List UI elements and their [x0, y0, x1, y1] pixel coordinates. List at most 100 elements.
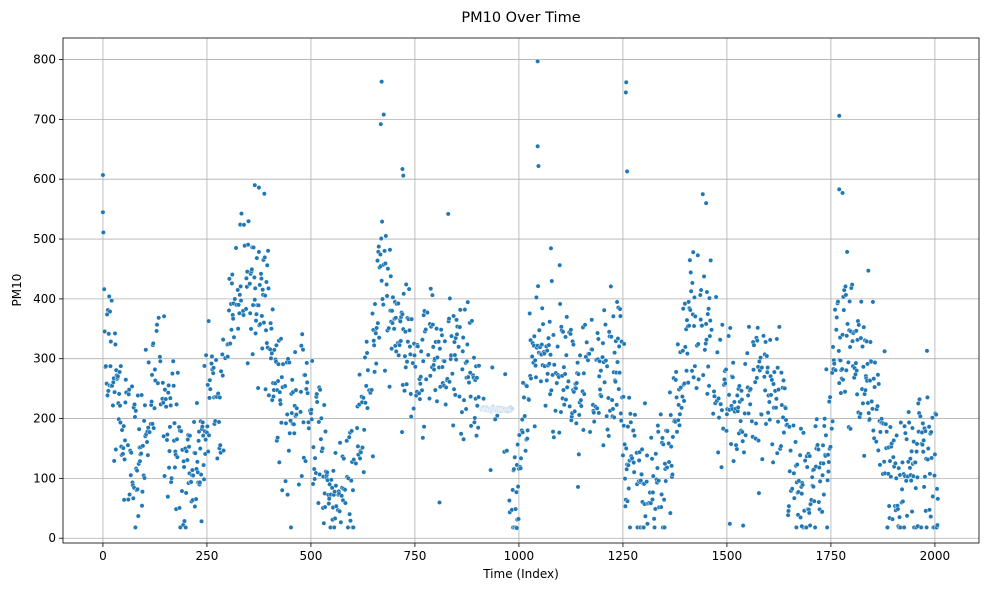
data-point [604, 413, 610, 419]
data-point [645, 521, 650, 527]
data-point [197, 479, 203, 485]
data-point [283, 478, 288, 484]
data-point [907, 456, 913, 462]
data-point [245, 360, 251, 366]
data-point [174, 436, 180, 442]
data-point [257, 282, 263, 288]
data-point [704, 337, 709, 343]
data-point [623, 446, 629, 451]
data-point [141, 418, 147, 424]
data-point [363, 383, 369, 389]
data-point [218, 368, 224, 374]
data-point [115, 373, 121, 379]
data-point [865, 361, 870, 367]
data-point [890, 454, 896, 460]
data-point [381, 112, 387, 117]
data-point [204, 424, 210, 429]
data-point [275, 378, 281, 384]
data-point [430, 322, 436, 327]
data-point [698, 287, 704, 293]
data-point [165, 432, 170, 437]
data-point [421, 312, 427, 318]
data-point [348, 478, 354, 484]
data-point [328, 477, 334, 483]
data-point [167, 448, 172, 454]
data-point [519, 417, 525, 422]
data-point [350, 525, 356, 530]
data-point [882, 348, 887, 354]
data-point [460, 348, 466, 354]
data-point [788, 448, 793, 454]
data-point [700, 191, 706, 197]
data-point [139, 503, 145, 509]
data-point [253, 330, 259, 336]
data-point [915, 474, 920, 480]
data-point [726, 333, 731, 339]
data-point [379, 219, 385, 225]
data-point [845, 321, 850, 327]
data-point [524, 383, 530, 389]
data-point [207, 386, 213, 392]
data-point [443, 384, 449, 390]
data-point [809, 474, 815, 480]
data-point [894, 433, 900, 438]
data-point [763, 421, 769, 427]
data-point [838, 358, 843, 363]
data-point [927, 471, 933, 477]
data-point [332, 489, 338, 495]
data-point [289, 377, 295, 383]
data-point [165, 390, 171, 396]
data-point [152, 405, 157, 411]
data-point [621, 423, 627, 429]
data-point [133, 408, 139, 414]
data-point [595, 336, 601, 342]
data-point [395, 301, 401, 306]
data-point [836, 348, 842, 354]
data-point [587, 429, 593, 435]
data-point [312, 476, 318, 482]
data-point [696, 376, 702, 382]
data-point [685, 380, 691, 386]
data-point [712, 393, 717, 399]
data-point [252, 297, 258, 303]
data-point [716, 396, 721, 401]
data-point [286, 448, 292, 454]
data-point [139, 392, 145, 398]
data-point [127, 492, 132, 497]
data-point [703, 321, 709, 327]
data-point [914, 449, 920, 455]
data-point [442, 358, 447, 364]
data-point [539, 305, 545, 311]
data-point [138, 451, 144, 456]
data-point [730, 374, 736, 380]
data-point [580, 427, 586, 433]
data-point [251, 245, 256, 250]
data-point [332, 516, 338, 521]
data-point [651, 516, 657, 522]
data-point [632, 412, 638, 418]
data-point [308, 407, 314, 413]
data-point [256, 185, 262, 190]
data-point [373, 330, 379, 336]
data-point [650, 497, 655, 502]
data-point [310, 481, 316, 487]
data-point [820, 472, 825, 478]
data-point [836, 186, 842, 192]
data-point [715, 450, 721, 455]
data-point [511, 466, 517, 472]
data-point [461, 397, 467, 403]
data-point [247, 281, 253, 287]
data-point [738, 418, 744, 424]
data-point [673, 369, 679, 375]
data-point [347, 511, 353, 517]
data-point [546, 342, 552, 348]
data-point [465, 374, 471, 380]
data-point [447, 296, 453, 301]
data-point [296, 482, 302, 487]
data-point [492, 416, 498, 422]
data-point [202, 363, 207, 369]
data-point [360, 395, 366, 401]
data-point [420, 435, 426, 441]
data-point [827, 394, 833, 400]
data-point [561, 364, 567, 370]
